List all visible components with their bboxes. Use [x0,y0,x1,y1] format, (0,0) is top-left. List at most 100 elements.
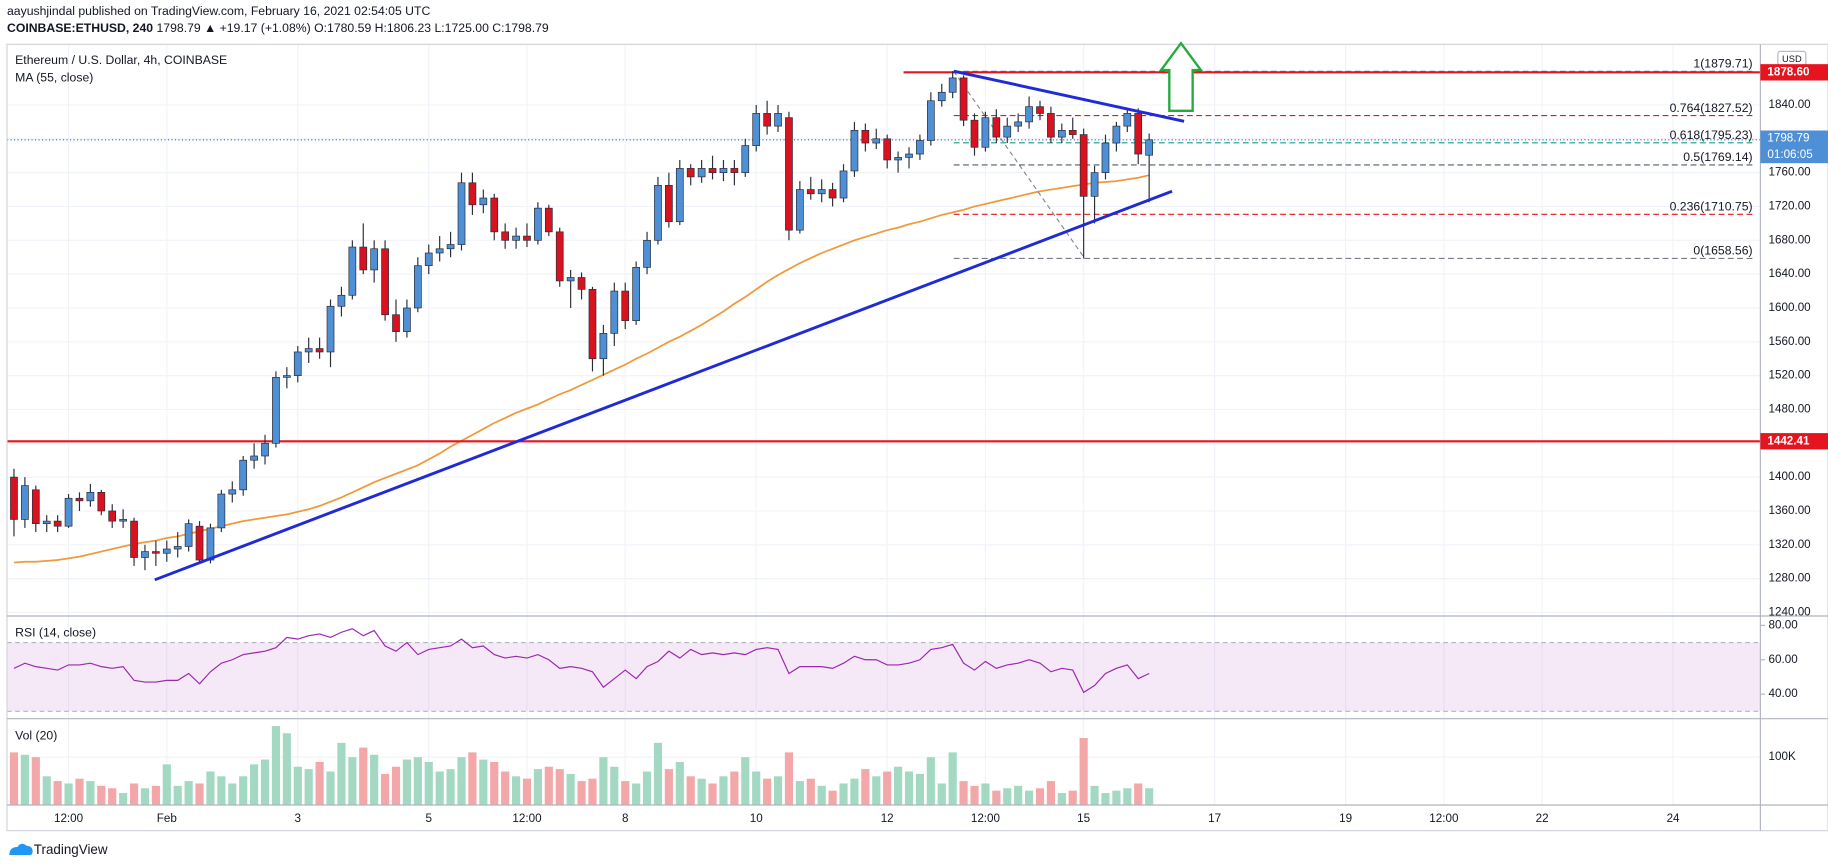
candle-body [64,497,73,527]
y-tick-label: 1600.00 [1769,301,1812,314]
volume-bar [719,776,728,805]
volume-bar [348,757,357,805]
volume-bar [86,781,95,805]
candle-body [348,246,357,296]
candle-body [948,77,957,93]
candle-body [599,332,608,360]
candle-body [162,548,171,554]
candle-body [53,520,62,527]
x-tick-label: 5 [426,812,432,825]
volume-bar [1123,788,1132,805]
candle-body [555,231,564,282]
candle-body [304,348,313,353]
candle-body [435,248,444,254]
volume-bar [1024,790,1034,805]
fib-label: 0.618(1795.23) [1670,128,1753,142]
candle-body [403,307,411,333]
volume-bar [577,781,586,805]
candle-body [512,235,520,241]
candle-body [130,520,138,558]
candle-body [894,157,902,161]
candle-body [21,485,29,520]
fib-label: 0.5(1769.14) [1683,150,1752,164]
candle-body [665,184,673,223]
y-tick-label: 1680.00 [1769,233,1812,246]
volume-bar [1134,783,1143,805]
volume-bar [653,742,663,805]
candle-body [937,91,946,102]
candle-body [326,305,335,353]
candle-body [272,376,280,444]
currency: USD [1782,54,1802,64]
y-tick-label: 1720.00 [1769,200,1812,213]
volume-bar [228,783,237,805]
candle-body [1025,106,1033,123]
candle-body [686,168,695,178]
grid-layer [6,44,1761,805]
marks-layer [6,69,1761,805]
volume-bar [544,766,553,805]
volume-bar [42,776,51,805]
volume-bar [1101,793,1110,805]
candle-body [817,189,826,195]
volume-bar [31,757,40,805]
y-tick-label: 100K [1769,750,1796,763]
volume-bar [271,726,281,805]
candle-body [577,277,586,290]
main-pane-title: Ethereum / U.S. Dollar, 4h, COINBASE [15,53,227,67]
volume-bar [108,788,117,805]
volume-bar [250,764,259,805]
volume-bar [784,752,794,805]
y-tick-label: 1760.00 [1769,166,1812,179]
published-line: aayushjindal published on TradingView.co… [7,4,430,18]
candle-body [588,289,597,360]
candle-body [926,100,935,141]
x-tick-label: 17 [1208,812,1221,825]
candle-body [905,153,913,158]
volume-bar [664,769,673,805]
volume-bar [9,752,19,805]
volume-bar [686,776,695,805]
volume-bar [511,776,521,805]
candle-body [872,138,881,144]
volume-bar [752,771,761,805]
volume-bar [763,778,772,805]
x-tick-label: 19 [1339,812,1352,825]
candle-body [184,523,193,547]
brand: TradingView [34,842,108,857]
volume-bar [522,778,532,805]
volume-bar [53,781,62,805]
overlay-layer: 12:00 Feb 3 5 12:00 8 10 12 12:00 15 17 19 12:00 22 24… [54,57,1828,825]
candle-body [468,182,477,206]
candle-body [479,197,488,206]
candle-body [850,130,859,172]
candle-body [173,546,182,550]
volume-bar [621,781,630,805]
last-price-tag [1760,130,1828,164]
volume-bar [479,759,488,805]
candle-body [315,348,324,353]
volume-bar [173,785,182,805]
candle-body [10,476,18,520]
volume-bar [926,757,935,805]
y-tick-label: 1400.00 [1769,470,1812,483]
volume-bar [937,783,946,805]
candle-body [632,267,640,322]
candle-body [228,489,237,495]
x-tick-label: 12:00 [1429,812,1459,825]
rsi-band [6,642,1761,712]
last-price-label: 1798.79 [1767,132,1809,145]
candle-body [708,168,717,173]
candle-body [719,168,728,173]
volume-bar [599,757,608,805]
volume-bar [1145,788,1154,805]
volume-bar [904,771,914,805]
volume-bar [588,778,597,805]
volume-bar [119,793,128,805]
x-tick-label: Feb [157,812,177,825]
volume-bar [1112,790,1121,805]
volume-bar [184,781,193,805]
candle-body [752,113,761,146]
trendline [154,189,1173,582]
candle-body [610,290,619,334]
